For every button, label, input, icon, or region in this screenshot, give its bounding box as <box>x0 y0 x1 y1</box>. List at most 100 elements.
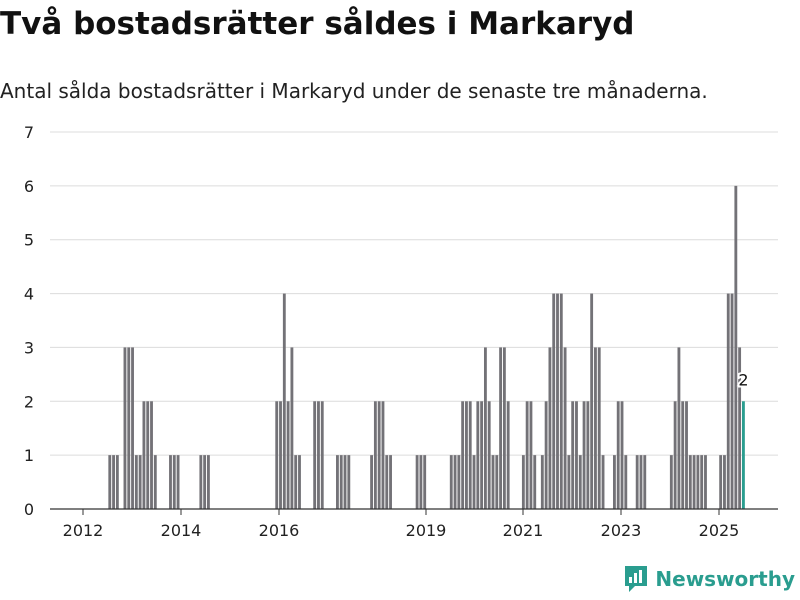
x-tick-label: 2019 <box>406 521 447 540</box>
bar <box>415 455 419 509</box>
bar <box>480 401 484 509</box>
bar <box>381 401 385 509</box>
bar <box>563 347 567 509</box>
bar <box>601 455 605 509</box>
bar <box>290 347 294 509</box>
bar <box>150 401 153 509</box>
bar <box>730 293 734 509</box>
bar <box>704 455 707 509</box>
bar <box>635 455 639 509</box>
y-tick-label: 2 <box>24 392 34 411</box>
bar <box>385 455 389 509</box>
bar <box>373 401 377 509</box>
x-tick-label: 2012 <box>63 521 104 540</box>
bar <box>495 455 499 509</box>
bar <box>172 455 176 509</box>
bar <box>559 293 563 509</box>
bar <box>108 455 112 509</box>
x-tick-label: 2016 <box>259 521 300 540</box>
y-tick-label: 0 <box>24 500 34 519</box>
bar <box>146 401 150 509</box>
bar <box>700 455 704 509</box>
y-tick-label: 3 <box>24 338 34 357</box>
bar <box>669 455 673 509</box>
bar <box>624 455 628 509</box>
bar <box>465 401 468 509</box>
bar <box>138 455 142 509</box>
bar <box>275 401 279 509</box>
bar <box>169 455 172 509</box>
bar <box>457 455 461 509</box>
bar <box>590 293 594 509</box>
brand-logo[interactable]: Newsworthy <box>623 564 795 594</box>
bar <box>506 401 510 509</box>
bar <box>556 293 559 509</box>
bar <box>142 401 146 509</box>
bar <box>153 455 157 509</box>
y-tick-label: 1 <box>24 446 34 465</box>
bar <box>115 455 119 509</box>
bar <box>127 347 131 509</box>
bar <box>343 455 347 509</box>
chart-title: Två bostadsrätter såldes i Markaryd <box>0 6 635 42</box>
bar <box>377 401 381 509</box>
bar <box>571 401 575 509</box>
newsworthy-logo-icon <box>625 566 648 592</box>
bar <box>203 455 207 509</box>
bar <box>449 455 453 509</box>
bar <box>279 401 282 509</box>
bar <box>738 347 742 509</box>
bar <box>336 455 339 509</box>
brand-name: Newsworthy <box>655 567 795 591</box>
bar <box>616 401 620 509</box>
bar <box>131 347 134 509</box>
bar <box>582 401 586 509</box>
bar <box>199 455 203 509</box>
bar <box>525 401 529 509</box>
bar <box>112 455 115 509</box>
bar <box>540 455 544 509</box>
y-tick-label: 7 <box>24 123 34 142</box>
bar <box>620 401 624 509</box>
bar <box>476 401 480 509</box>
bar <box>521 455 525 509</box>
bar <box>594 347 597 509</box>
bar <box>533 455 537 509</box>
bar-value-label: 2 <box>738 370 748 389</box>
bar <box>286 401 290 509</box>
bar <box>298 455 301 509</box>
bar <box>544 401 548 509</box>
bar <box>681 401 685 509</box>
bar <box>320 401 324 509</box>
bar <box>612 455 616 509</box>
bar <box>339 455 343 509</box>
bar <box>502 347 506 509</box>
bar <box>294 455 298 509</box>
x-tick-label: 2025 <box>699 521 740 540</box>
bar <box>597 347 601 509</box>
x-tick-label: 2014 <box>161 521 202 540</box>
chart-subtitle: Antal sålda bostadsrätter i Markaryd und… <box>0 79 708 103</box>
bar <box>688 455 692 509</box>
bar <box>419 455 423 509</box>
bar <box>734 185 738 509</box>
bar <box>423 455 427 509</box>
bar <box>483 347 487 509</box>
bar <box>389 455 392 509</box>
bar <box>472 455 476 509</box>
bar <box>499 347 503 509</box>
y-tick-label: 4 <box>24 285 34 304</box>
bar <box>317 401 320 509</box>
bar <box>313 401 317 509</box>
bar <box>723 455 726 509</box>
bar <box>696 455 700 509</box>
bar <box>548 347 552 509</box>
y-tick-label: 5 <box>24 231 34 250</box>
bar <box>207 455 210 509</box>
x-tick-label: 2021 <box>503 521 544 540</box>
bar <box>487 401 491 509</box>
bar <box>453 455 457 509</box>
bar <box>282 293 286 509</box>
bar <box>176 455 180 509</box>
bar <box>726 293 730 509</box>
